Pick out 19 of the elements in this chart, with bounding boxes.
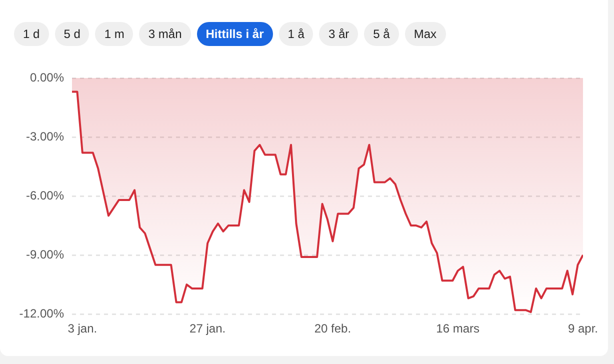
- text: 3 år: [319, 22, 358, 46]
- y-tick-label: -3.00%: [26, 129, 64, 144]
- x-tick-label: 16 mars: [436, 322, 480, 336]
- y-tick-label: -12.00%: [19, 306, 64, 320]
- text: 3 mån: [139, 22, 191, 46]
- text: Max: [404, 22, 446, 46]
- y-tick-label: 0.00%: [30, 70, 64, 84]
- x-tick-label: 27 jan.: [190, 322, 226, 336]
- x-tick-label: 3 jan.: [68, 322, 98, 336]
- text: 5 å: [364, 22, 399, 46]
- text: Hittills i år: [196, 22, 273, 46]
- x-tick-label: 9 apr.: [568, 322, 598, 336]
- text: 5 d: [54, 22, 90, 46]
- text: 1 m: [95, 22, 134, 46]
- y-tick-label: -6.00%: [26, 188, 64, 202]
- x-tick-label: 20 feb.: [314, 322, 352, 336]
- y-tick-label: -9.00%: [26, 247, 64, 262]
- text: 1 d: [14, 22, 49, 46]
- text: 1 å: [278, 22, 314, 46]
